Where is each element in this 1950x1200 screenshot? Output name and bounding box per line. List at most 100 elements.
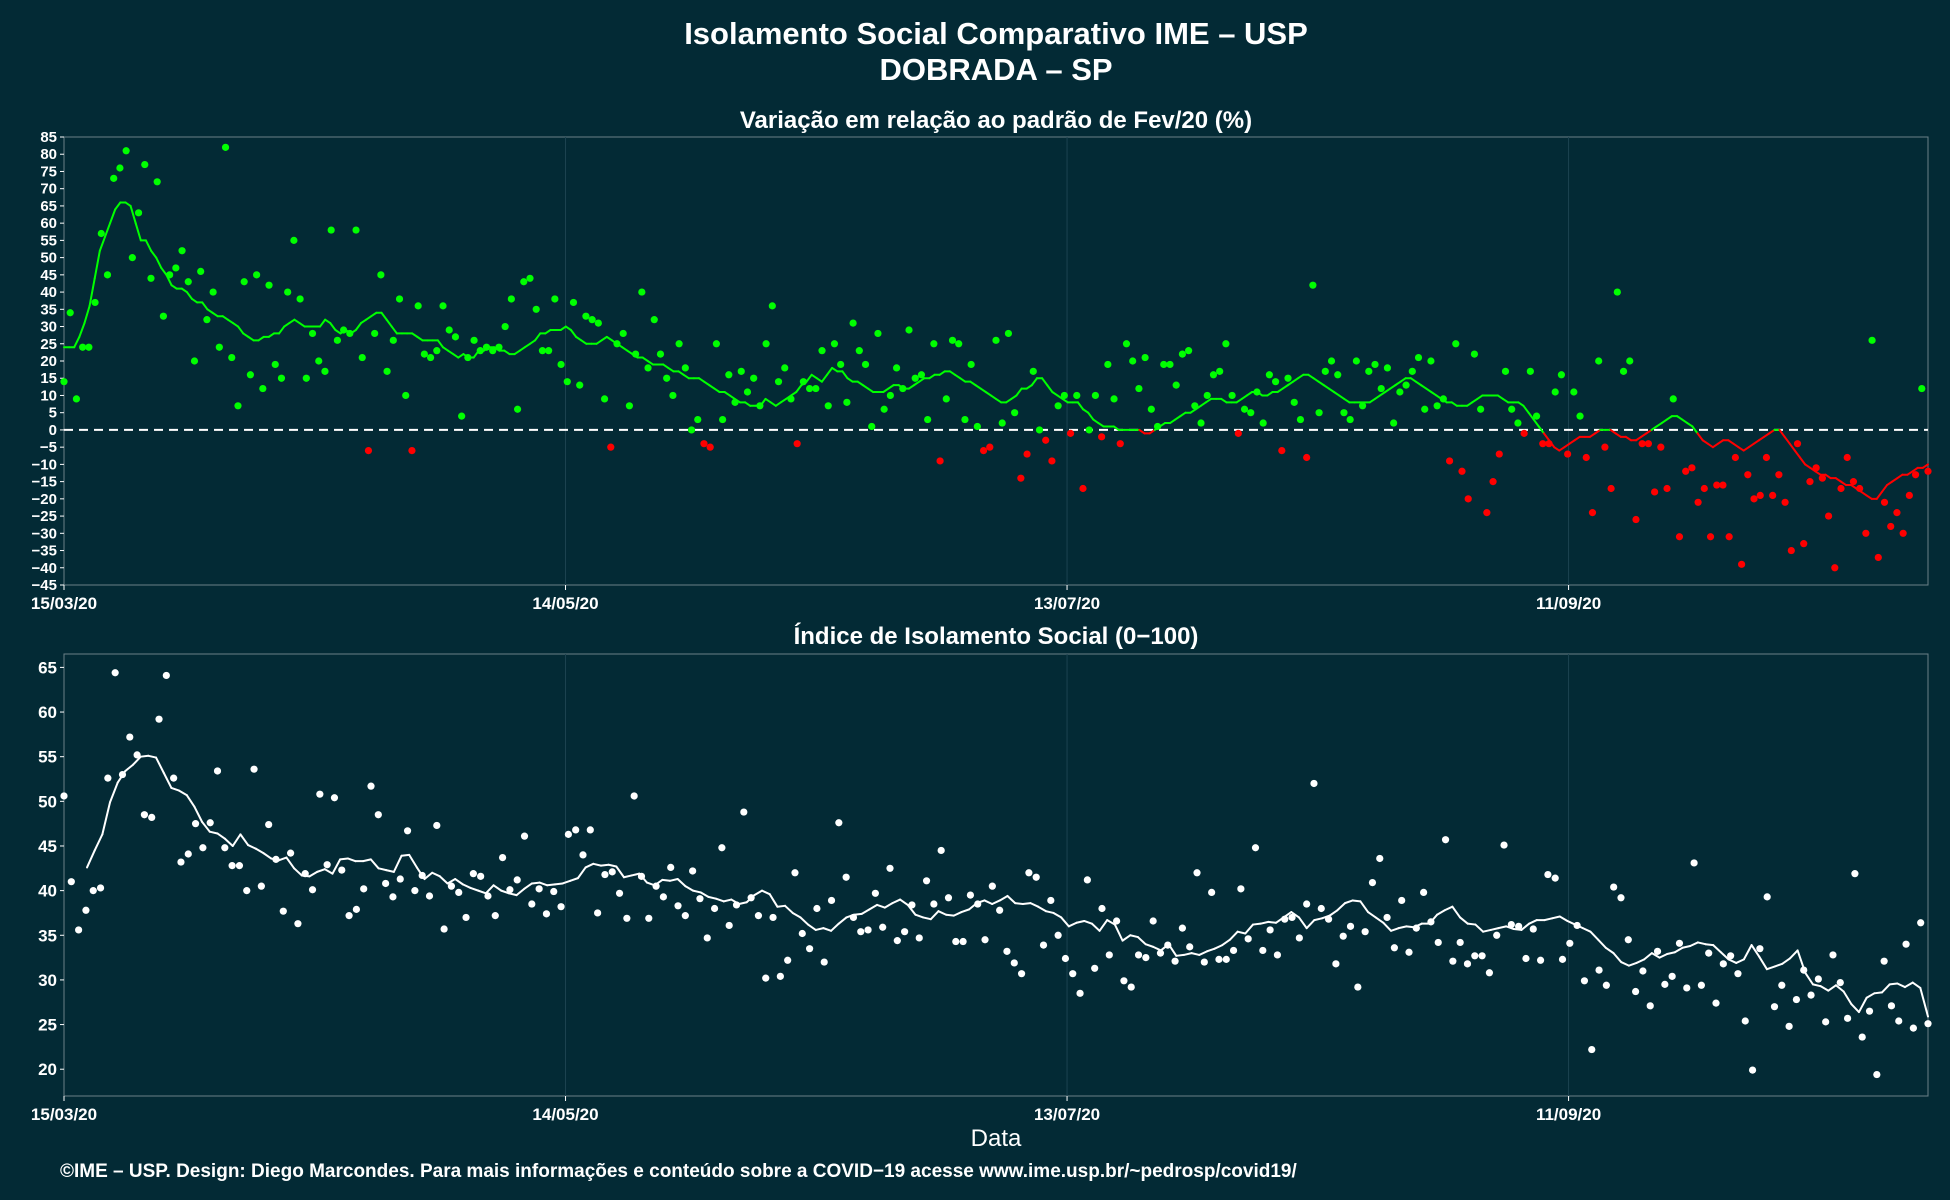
data-point [669, 391, 677, 400]
average-line-segment [887, 384, 895, 390]
data-point [1619, 367, 1628, 375]
average-line-segment [1061, 397, 1069, 404]
average-line-segment [1880, 484, 1889, 493]
average-line-segment [662, 363, 670, 369]
data-point [382, 879, 390, 888]
average-line-segment [293, 318, 301, 325]
average-line-segment [1727, 439, 1735, 445]
data-point [153, 178, 161, 186]
data-point [973, 422, 981, 431]
data-point [360, 885, 368, 893]
data-point [959, 937, 967, 946]
data-point [371, 329, 379, 338]
data-point [323, 861, 331, 869]
average-line-segment [1382, 921, 1393, 932]
data-point [588, 316, 596, 324]
data-point [1522, 954, 1530, 963]
average-line-segment [1783, 435, 1791, 445]
data-point [1354, 983, 1362, 991]
data-point [1639, 967, 1647, 975]
average-line-segment [436, 339, 444, 349]
data-point [532, 305, 540, 313]
data-point [1303, 453, 1311, 462]
data-point [1091, 391, 1100, 400]
data-point [330, 794, 339, 802]
average-line-segment [1010, 394, 1018, 400]
y-tick-label: 40 [38, 882, 57, 901]
data-point [830, 340, 839, 348]
data-point [1334, 371, 1342, 379]
average-line-segment [160, 266, 168, 276]
data-point [294, 920, 302, 928]
data-point [1439, 395, 1447, 403]
average-line-segment [316, 868, 326, 873]
data-point [1408, 367, 1416, 375]
data-point [506, 886, 514, 894]
average-line-segment [518, 346, 526, 352]
average-line-segment [998, 894, 1009, 902]
average-line-segment [237, 325, 245, 335]
data-point [1265, 371, 1273, 379]
average-line-segment [206, 308, 214, 314]
data-point [352, 226, 360, 234]
average-line-segment [1620, 961, 1630, 967]
average-line-segment [1640, 432, 1648, 438]
average-line-segment [408, 853, 418, 869]
average-line-segment [1763, 432, 1771, 438]
data-point [1371, 360, 1379, 369]
average-line-segment [1394, 380, 1402, 387]
average-line-segment [1696, 941, 1707, 946]
y-tick-label: −40 [32, 560, 57, 577]
average-line-segment [185, 291, 194, 300]
average-line-segment [1106, 919, 1116, 926]
y-tick-label: 55 [40, 232, 57, 249]
average-line-segment [339, 857, 349, 861]
data-point [944, 894, 953, 902]
data-point [1003, 947, 1011, 955]
data-point [389, 336, 397, 344]
data-point [586, 826, 594, 834]
data-point [1787, 546, 1795, 555]
data-point [1120, 977, 1128, 985]
data-point [1653, 947, 1662, 955]
data-point [265, 820, 273, 829]
data-point [952, 937, 960, 946]
data-point [1719, 481, 1727, 489]
data-point [630, 792, 638, 800]
data-point [886, 864, 894, 872]
average-line-segment [1727, 958, 1738, 964]
data-point [687, 426, 696, 434]
data-point [1197, 419, 1205, 427]
data-point [861, 360, 870, 369]
data-point [1806, 478, 1814, 486]
data-point [1209, 371, 1218, 379]
data-point [967, 360, 975, 369]
data-point [246, 371, 254, 379]
data-point [731, 398, 739, 406]
average-line-segment [178, 789, 188, 797]
data-point [924, 415, 932, 424]
average-line-segment [1046, 384, 1054, 394]
y-tick-label: −20 [32, 491, 57, 508]
data-point [1602, 981, 1610, 989]
data-point [1836, 978, 1844, 987]
data-point [1632, 515, 1640, 524]
data-point [1029, 367, 1037, 375]
data-point [613, 340, 621, 348]
average-line-segment [1752, 439, 1761, 445]
data-point [1129, 357, 1137, 365]
average-line-segment [1496, 394, 1504, 400]
data-point [1644, 440, 1652, 448]
data-point [1035, 426, 1044, 434]
data-point [1147, 405, 1155, 413]
average-line-segment [538, 881, 549, 887]
x-tick-label: 14/05/20 [532, 1105, 598, 1124]
data-point [1675, 533, 1684, 541]
data-point [1178, 924, 1186, 932]
data-point [974, 900, 982, 908]
x-tick-label: 15/03/20 [31, 594, 97, 613]
data-point [787, 395, 795, 403]
average-line-segment [1129, 934, 1139, 939]
average-line-segment [826, 366, 834, 376]
data-point [1610, 883, 1618, 891]
